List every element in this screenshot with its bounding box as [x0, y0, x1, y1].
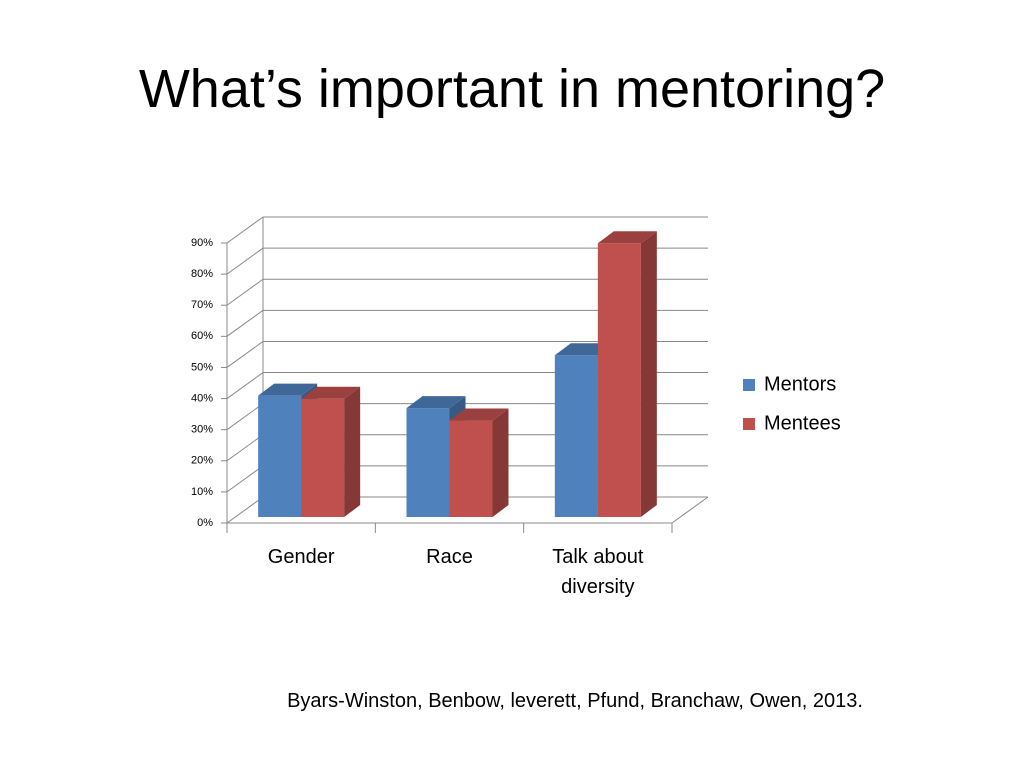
grid-line — [226, 434, 264, 462]
grid-line — [226, 465, 264, 493]
y-tick-label: 50% — [191, 361, 213, 373]
bar — [597, 243, 641, 517]
grid-line — [226, 341, 264, 368]
citation: Byars-Winston, Benbow, leverett, Pfund, … — [287, 690, 863, 712]
bar-top — [449, 408, 509, 421]
bar-side — [640, 231, 657, 517]
legend-swatch — [743, 379, 755, 391]
bar-top — [597, 231, 657, 244]
legend-swatch — [743, 418, 755, 430]
bar-top — [258, 383, 318, 396]
y-tick-label: 10% — [191, 486, 213, 498]
x-tick-label: Gender — [267, 546, 335, 568]
grid-line — [226, 372, 264, 399]
bar-side — [344, 386, 361, 517]
bar — [406, 408, 450, 517]
x-tick-label: Race — [426, 546, 473, 568]
bar-top — [301, 386, 361, 399]
y-tick-label: 0% — [197, 517, 213, 529]
bar — [554, 355, 598, 517]
grid-line — [226, 403, 264, 431]
bar — [258, 395, 302, 517]
floor-edge — [671, 496, 709, 524]
y-tick-label: 40% — [191, 392, 213, 404]
y-tick-label: 30% — [191, 424, 213, 436]
legend-label: Mentees — [764, 412, 841, 434]
y-tick-label: 20% — [191, 455, 213, 467]
grid-line — [226, 247, 264, 275]
slide-title: What’s important in mentoring? — [138, 59, 886, 119]
x-tick-label: Talk about diversity — [552, 546, 644, 598]
bar — [301, 398, 345, 517]
y-tick-label: 60% — [191, 330, 213, 342]
grid-line — [226, 216, 264, 244]
grid-line — [226, 496, 264, 524]
legend-label: Mentors — [764, 373, 836, 395]
bar-side — [492, 408, 509, 517]
y-tick-label: 70% — [191, 299, 213, 311]
grid-line — [226, 278, 264, 306]
y-tick-label: 90% — [191, 237, 213, 249]
bar-top — [406, 396, 466, 409]
y-tick-label: 80% — [191, 268, 213, 280]
grid-line — [226, 309, 264, 337]
bar — [449, 420, 493, 517]
